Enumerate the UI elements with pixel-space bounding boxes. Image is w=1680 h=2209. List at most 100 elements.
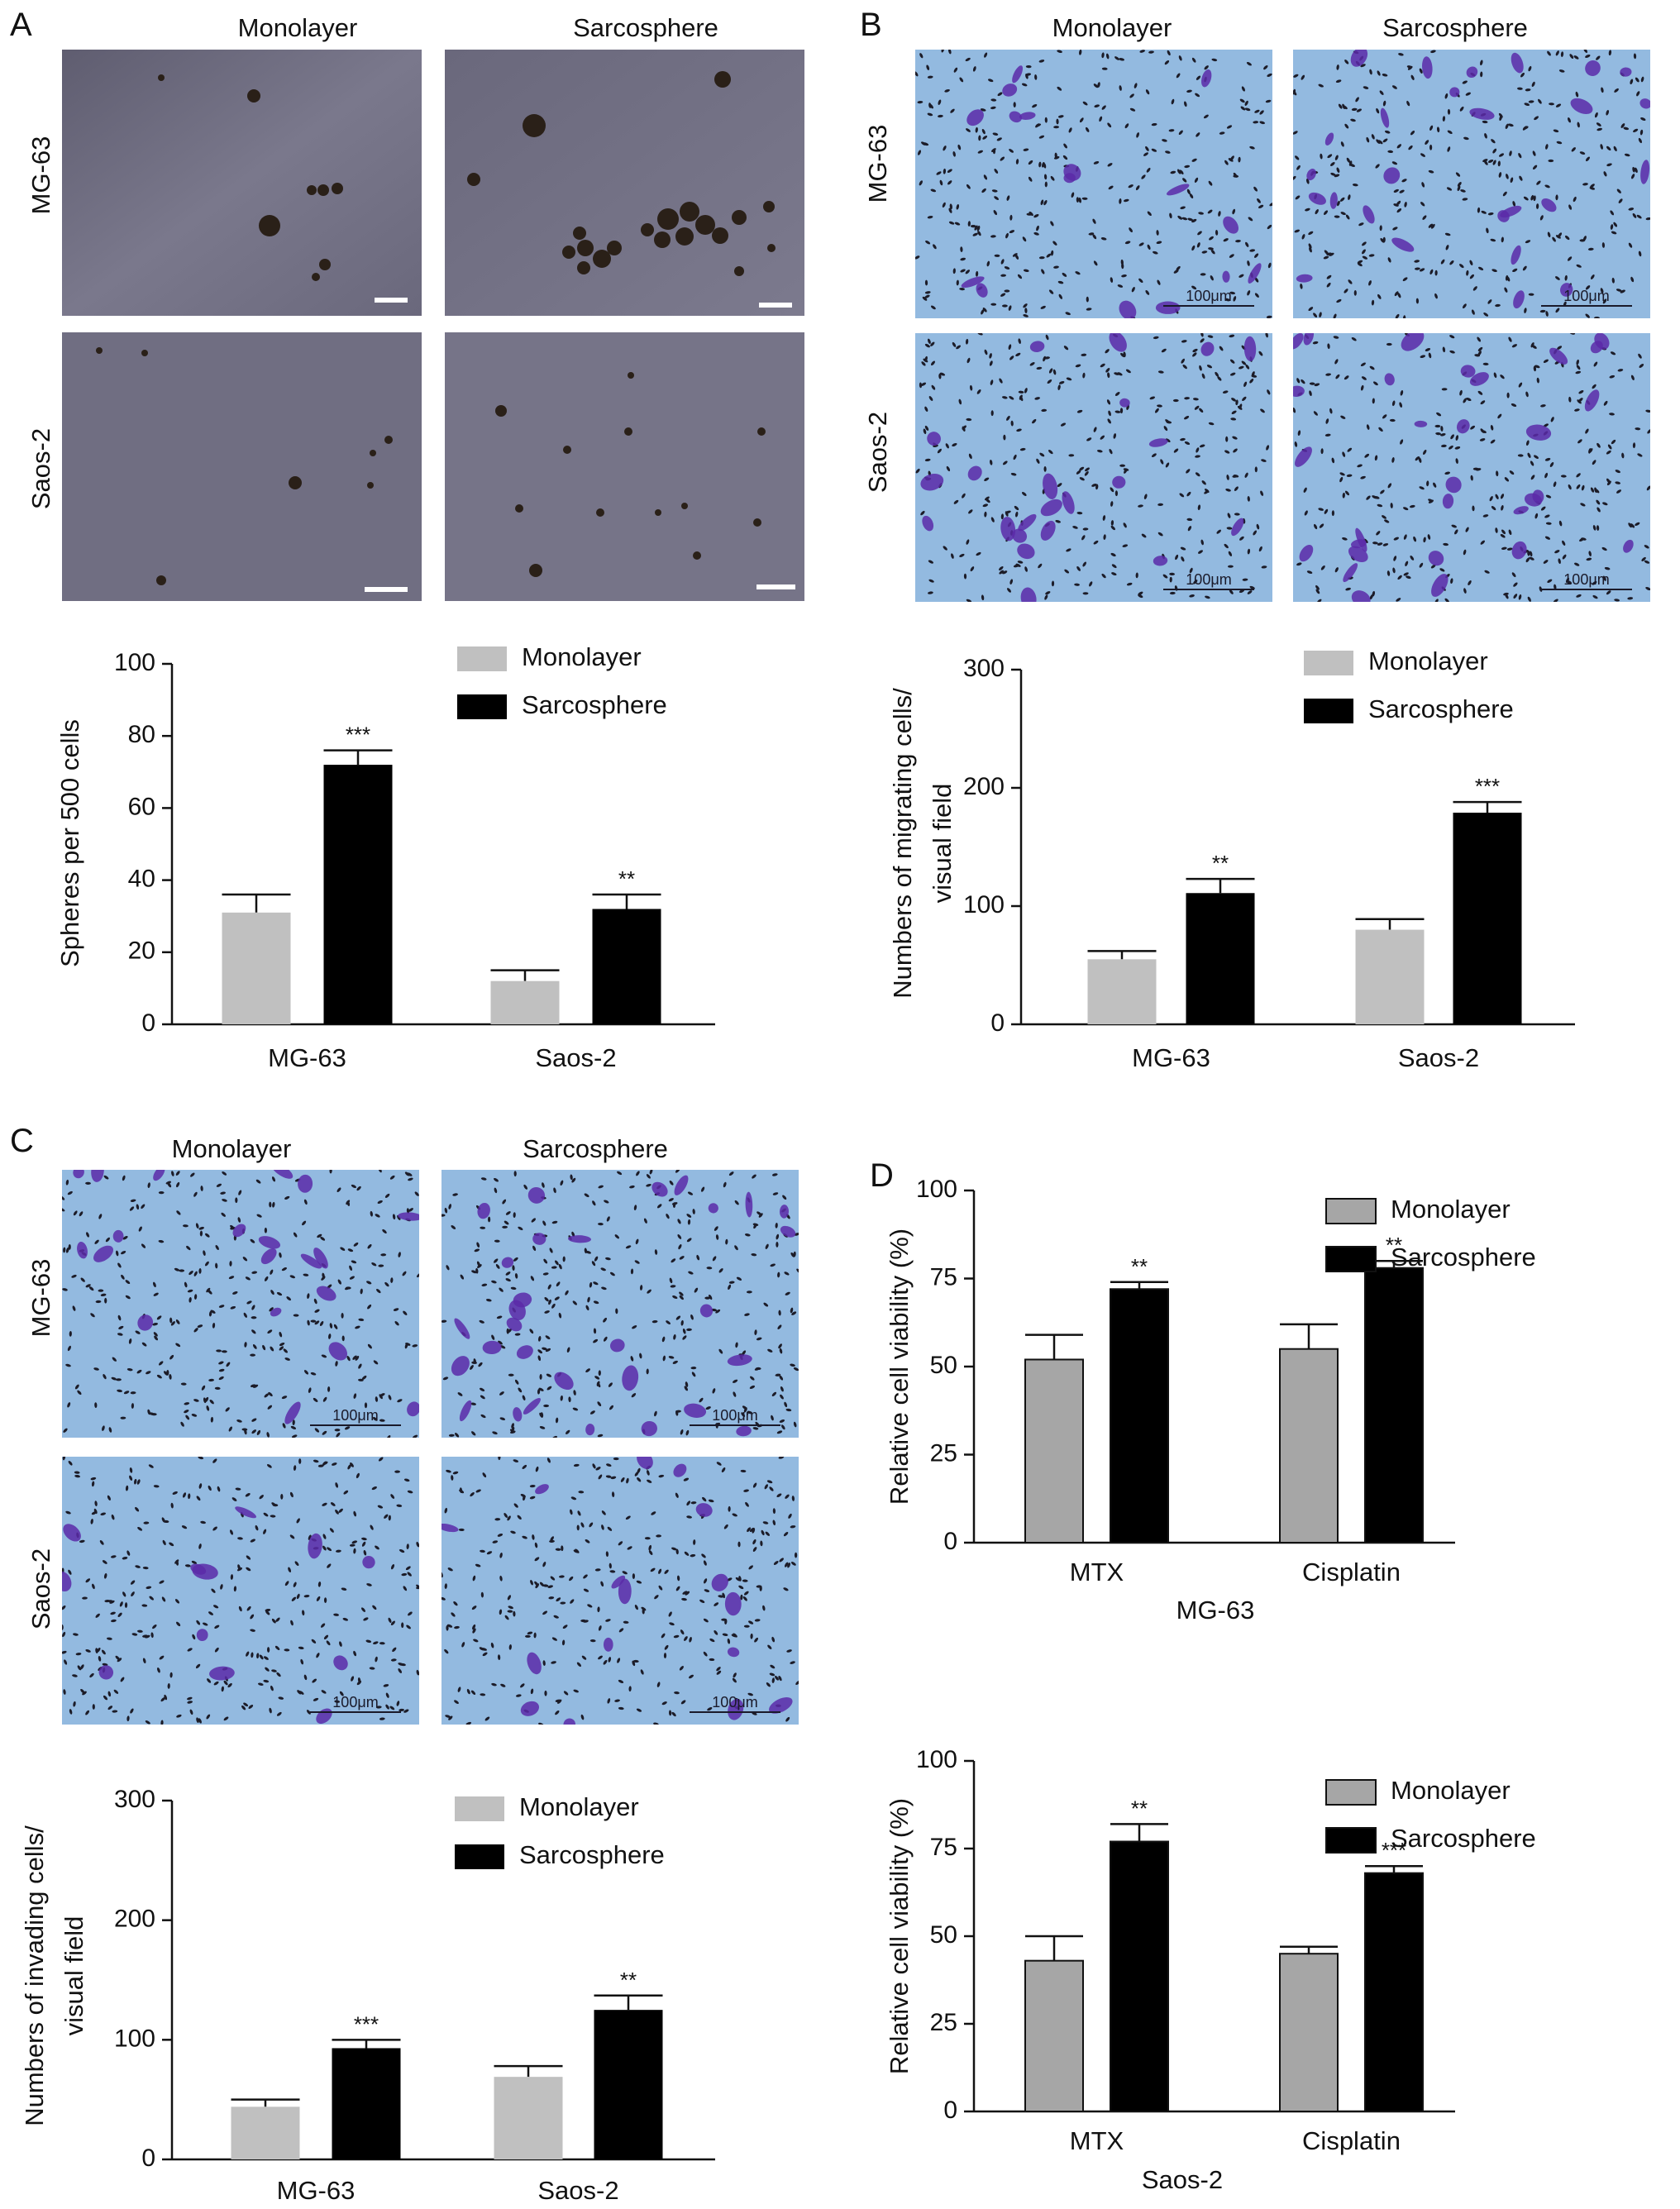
- legend-swatch: [457, 646, 507, 671]
- significance-label: **: [1212, 851, 1229, 875]
- legend-swatch: [457, 694, 507, 719]
- y-tick-label: 100: [963, 891, 1005, 918]
- category-label: MG-63: [268, 1043, 346, 1072]
- legend-swatch: [1325, 1827, 1377, 1854]
- sphere-image-mg63-monolayer: [62, 50, 422, 316]
- scale-bar: 100μm: [690, 1407, 780, 1426]
- significance-label: ***: [346, 723, 370, 747]
- scale-bar: 100μm: [1163, 571, 1254, 590]
- bar-monolayer: [1355, 929, 1425, 1024]
- legend-swatch: [1325, 1246, 1377, 1272]
- sphere-image-saos2-sarcosphere: [445, 332, 804, 601]
- bar-sarcosphere: [1110, 1840, 1169, 2113]
- x-axis-label: Saos-2: [1142, 2165, 1223, 2194]
- panel-label-c: C: [10, 1123, 34, 1159]
- bar-monolayer: [1024, 1959, 1084, 2112]
- y-tick-label: 60: [128, 793, 155, 820]
- y-tick-label: 100: [114, 2025, 155, 2052]
- y-axis-label: Relative cell viability (%): [885, 1798, 914, 2074]
- bar-sarcosphere: [1110, 1288, 1169, 1544]
- bar-monolayer: [494, 2077, 563, 2159]
- bar-monolayer: [1024, 1358, 1084, 1543]
- scale-bar: 100μm: [310, 1694, 401, 1713]
- column-title-monolayer: Monolayer: [1052, 13, 1172, 42]
- y-axis-label: visual field: [928, 784, 957, 904]
- legend-swatch: [1304, 651, 1353, 675]
- category-label: Saos-2: [535, 1043, 616, 1072]
- column-title-monolayer: Monolayer: [237, 13, 358, 42]
- migration-image-mg63-monolayer: 100μm: [915, 50, 1272, 318]
- legend-label: Monolayer: [1391, 1195, 1511, 1224]
- bar-sarcosphere: [594, 2010, 663, 2159]
- y-tick-label: 200: [114, 1906, 155, 1933]
- y-tick-label: 25: [930, 2009, 957, 2036]
- y-tick-label: 0: [943, 2097, 957, 2124]
- column-title-sarcosphere: Sarcosphere: [573, 13, 718, 42]
- y-tick-label: 300: [963, 655, 1005, 682]
- y-tick-label: 300: [114, 1786, 155, 1813]
- legend-label: Sarcosphere: [1391, 1243, 1536, 1271]
- category-label: Saos-2: [537, 2176, 618, 2205]
- y-tick-label: 80: [128, 721, 155, 748]
- y-tick-label: 100: [916, 1176, 957, 1203]
- scale-bar: [756, 584, 795, 589]
- bar-sarcosphere: [332, 2048, 401, 2159]
- chart-invading-cells: 0 100 200 300 *** MG-63 ** Saos-2 Numbers of inv…: [20, 1786, 715, 2205]
- chart-migrating-cells: 0 100 200 300 ** MG-63 *** Saos-2 Numbers of mig…: [888, 646, 1575, 1072]
- sphere-image-saos2-monolayer: [62, 332, 422, 601]
- column-title-sarcosphere: Sarcosphere: [523, 1134, 668, 1163]
- bar-sarcosphere: [1364, 1872, 1424, 2112]
- y-axis-label: Spheres per 500 cells: [55, 719, 84, 967]
- y-tick-label: 0: [990, 1009, 1005, 1037]
- chart-viability-saos2: 0 25 50 75 100 ** MTX *** Cisplatin Relative cell…: [885, 1746, 1536, 2194]
- panel-label-d: D: [870, 1157, 894, 1194]
- category-label: MG-63: [277, 2176, 356, 2205]
- y-axis-label: Numbers of invading cells/: [20, 1825, 49, 2126]
- legend-swatch: [1304, 699, 1353, 723]
- legend-label: Sarcosphere: [522, 690, 667, 719]
- panel-label-a: A: [10, 7, 32, 43]
- y-tick-label: 100: [916, 1746, 957, 1773]
- legend-label: Sarcosphere: [1391, 1824, 1536, 1853]
- y-tick-label: 0: [943, 1528, 957, 1555]
- y-tick-label: 75: [930, 1834, 957, 1861]
- invasion-image-saos2-monolayer: 100μm: [62, 1457, 419, 1725]
- significance-label: ***: [1475, 774, 1500, 799]
- y-tick-label: 50: [930, 1921, 957, 1949]
- legend-label: Monolayer: [1391, 1776, 1511, 1805]
- scale-bar: [375, 298, 408, 303]
- scale-bar: [365, 587, 408, 592]
- bar-sarcosphere: [1453, 813, 1522, 1024]
- y-tick-label: 100: [114, 649, 155, 676]
- significance-label: ***: [354, 2011, 379, 2036]
- scale-bar: [759, 303, 792, 308]
- bar-monolayer: [231, 2106, 300, 2159]
- category-label: Cisplatin: [1302, 1558, 1401, 1586]
- legend-swatch: [1325, 1779, 1377, 1806]
- category-label: MTX: [1070, 1558, 1124, 1586]
- category-label: MG-63: [1132, 1043, 1210, 1072]
- bar-monolayer: [1279, 1953, 1339, 2112]
- bar-monolayer: [1087, 959, 1157, 1024]
- scale-bar: 100μm: [1163, 288, 1254, 307]
- scale-bar: 100μm: [310, 1407, 401, 1426]
- y-axis-label: Numbers of migrating cells/: [888, 688, 917, 999]
- bar-sarcosphere: [1186, 893, 1255, 1024]
- migration-image-saos2-sarcosphere: 100μm: [1293, 333, 1650, 602]
- y-tick-label: 75: [930, 1263, 957, 1291]
- y-tick-label: 25: [930, 1439, 957, 1467]
- y-tick-label: 50: [930, 1352, 957, 1379]
- significance-label: **: [1386, 1233, 1402, 1257]
- significance-label: **: [1131, 1796, 1148, 1820]
- significance-label: ***: [1382, 1838, 1406, 1863]
- migration-image-mg63-sarcosphere: 100μm: [1293, 50, 1650, 318]
- migration-image-saos2-monolayer: 100μm: [915, 333, 1272, 602]
- bar-sarcosphere: [592, 909, 661, 1024]
- y-tick-label: 40: [128, 866, 155, 893]
- legend-swatch: [455, 1844, 504, 1869]
- legend-swatch: [455, 1796, 504, 1821]
- scale-bar: 100μm: [1541, 571, 1632, 590]
- bar-monolayer: [222, 912, 291, 1024]
- panel-label-b: B: [860, 7, 882, 43]
